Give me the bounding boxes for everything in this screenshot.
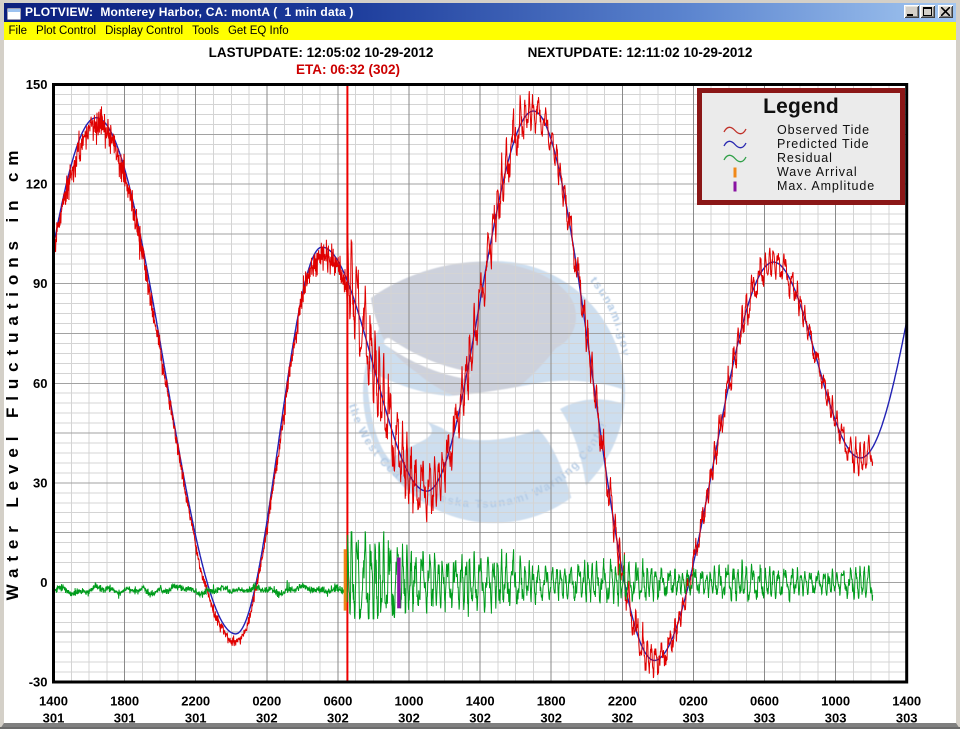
x-tick-time-label: 0600 [750,694,779,709]
close-button[interactable] [938,5,953,18]
window-controls [903,5,953,18]
menu-item-plot-control[interactable]: Plot Control [36,25,97,37]
x-tick-day-label: 303 [896,711,918,724]
x-tick-time-label: 0200 [252,694,281,709]
x-tick-time-label: 2200 [608,694,637,709]
legend-label: Predicted Tide [777,137,870,151]
y-tick-label: 90 [33,276,47,291]
y-tick-label: 30 [33,475,47,490]
y-tick-label: 150 [26,77,48,92]
legend-item-observed-tide: Observed Tide [702,123,900,137]
x-tick-day-label: 302 [469,711,491,724]
legend-item-predicted-tide: Predicted Tide [702,137,900,151]
x-tick-time-label: 1800 [537,694,566,709]
minimize-glyph [907,14,913,16]
last-update-text: LASTUPDATE: 12:05:02 10-29-2012 [208,45,434,60]
legend-wave-glyph-line [723,126,747,134]
x-tick-time-label: 1400 [39,694,68,709]
tide-plot: the West Coast & Alaska Tsunami Warning … [4,77,921,723]
observed-tide-line [53,91,874,679]
residual-line [53,531,874,620]
plot-frame [52,83,909,684]
legend-label: Wave Arrival [777,165,858,179]
menu-item-tools[interactable]: Tools [192,25,219,37]
x-tick-time-label: 1000 [395,694,424,709]
minimize-button[interactable] [904,5,919,18]
x-tick-day-label: 303 [683,711,705,724]
client-area: LASTUPDATE: 12:05:02 10-29-2012 NEXTUPDA… [4,40,956,723]
y-tick-label: 120 [26,177,48,192]
y-tick-label: 0 [40,575,47,590]
legend-items: Observed Tide Predicted Tide Residual Wave … [702,123,900,193]
app-icon-titlebar [8,8,20,12]
legend-glyph [723,140,747,148]
menu-item-file[interactable]: File [8,25,28,37]
x-tick-day-label: 302 [611,711,633,724]
y-tick-label: 60 [33,376,47,391]
minimize-icon [907,14,913,16]
x-tick-day-label: 301 [114,711,136,724]
legend-title: Legend [763,95,839,118]
eta-text: ETA: 06:32 (302) [295,61,401,77]
window-title: PLOTVIEW: Monterey Harbor, CA: montA ( 1… [25,5,354,19]
x-tick-day-label: 303 [754,711,776,724]
axis-tick-labels: 150 120 90 60 30 0 -30 1400 301 1800 301 2200 301 020… [26,77,921,723]
legend-label: Residual [777,151,833,165]
logo-gull-body [367,370,622,500]
plot-series [52,86,908,681]
x-tick-time-label: 1400 [466,694,495,709]
app-icon [6,7,22,20]
next-update-text: NEXTUPDATE: 12:11:02 10-29-2012 [527,45,753,60]
legend-item-residual: Residual [702,151,900,165]
legend-item-wave-arrival: Wave Arrival [702,165,900,179]
maximize-button[interactable] [920,5,935,18]
close-icon [941,7,950,16]
menu-item-get-eq-info[interactable]: Get EQ Info [227,25,289,37]
x-tick-day-label: 302 [256,711,278,724]
legend-glyph [733,167,737,177]
legend-glyph [723,126,747,134]
x-tick-day-label: 301 [43,711,65,724]
x-tick-day-label: 301 [185,711,207,724]
x-tick-day-label: 302 [327,711,349,724]
x-tick-time-label: 1000 [821,694,850,709]
maximize-icon [923,7,932,16]
legend-glyph [723,154,747,162]
y-tick-label: -30 [29,675,48,690]
legend-item-max-amplitude: Max. Amplitude [702,179,900,193]
legend-wave-glyph-line [723,140,747,148]
legend-wave-glyph-line [723,154,747,162]
legend-glyph [733,181,737,191]
legend-label: Observed Tide [777,123,870,137]
x-tick-time-label: 2200 [181,694,210,709]
x-tick-day-label: 303 [825,711,847,724]
y-axis-title: Water Level Fluctuations in cm [4,144,22,601]
x-tick-time-label: 1800 [110,694,139,709]
x-tick-time-label: 0200 [679,694,708,709]
menu-item-display-control[interactable]: Display Control [105,25,184,37]
legend-label: Max. Amplitude [777,179,876,193]
menu-bar: File Plot Control Display Control Tools Get … [4,22,956,40]
x-tick-day-label: 302 [398,711,420,724]
title-bar[interactable]: PLOTVIEW: Monterey Harbor, CA: montA ( 1… [4,3,956,22]
legend: Legend Observed Tide Predicted Tide Residu… [697,88,905,205]
maximize-glyph-top [923,7,932,9]
close-glyph [941,7,950,16]
x-tick-time-label: 0600 [323,694,352,709]
x-tick-day-label: 302 [540,711,562,724]
x-tick-time-label: 1400 [892,694,921,709]
